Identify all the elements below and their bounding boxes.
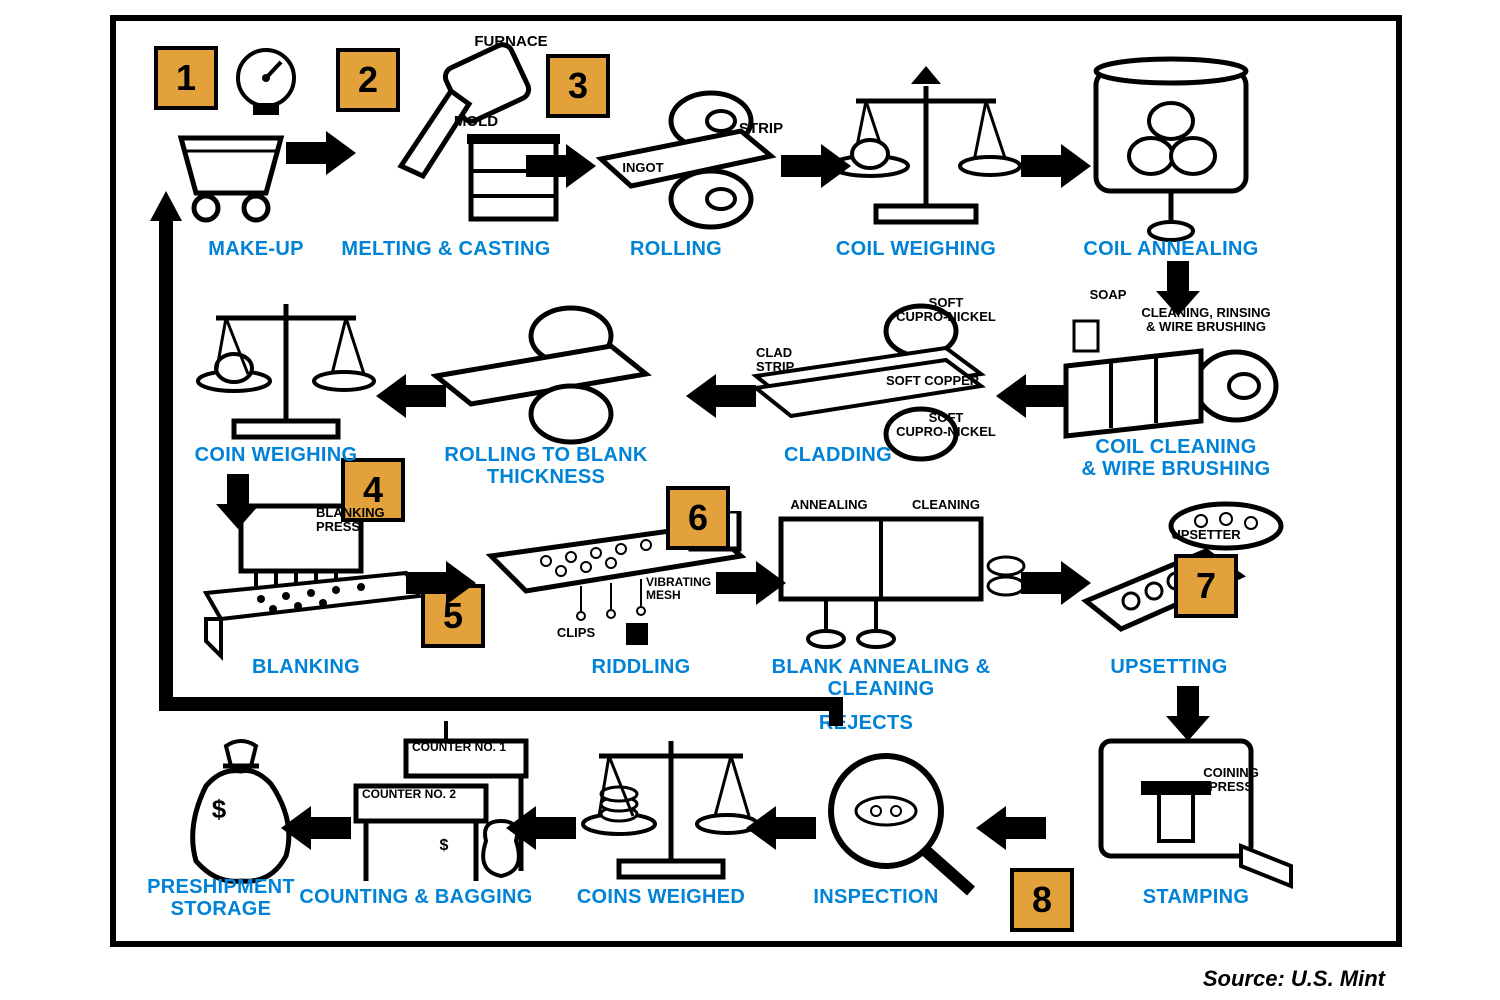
page: 1 2 3 4 5 6 7 8 MAKE-UP MELTING & CASTIN…	[0, 0, 1500, 1000]
reject-loop	[116, 21, 1396, 941]
diagram-frame: 1 2 3 4 5 6 7 8 MAKE-UP MELTING & CASTIN…	[110, 15, 1402, 947]
source-credit: Source: U.S. Mint	[1203, 966, 1385, 992]
